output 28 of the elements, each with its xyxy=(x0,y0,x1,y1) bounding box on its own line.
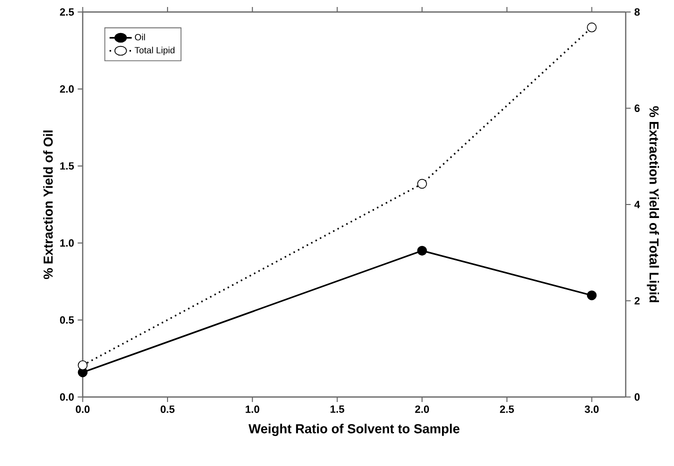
x-tick-label: 3.0 xyxy=(584,406,599,413)
y-tick-label: 1.5 xyxy=(60,162,74,170)
y-tick-label: 2.5 xyxy=(60,8,74,16)
x-tick-label: 0.5 xyxy=(160,406,175,413)
legend-label: Total Lipid xyxy=(134,46,174,56)
x-axis-title: Weight Ratio of Solvent to Sample xyxy=(248,424,460,436)
y-axis-title: % Extraction Yield of Oil xyxy=(43,130,53,280)
y2-tick-label: 0 xyxy=(634,393,640,401)
y-tick-label: 0.0 xyxy=(60,393,74,401)
x-tick-label: 1.0 xyxy=(246,406,260,413)
legend-label: Oil xyxy=(134,34,145,40)
point xyxy=(586,290,597,300)
y2-tick-label: 2 xyxy=(634,297,640,304)
y2-tick-label: 6 xyxy=(634,104,640,112)
y2-tick-label: 4 xyxy=(634,200,640,208)
point xyxy=(417,246,427,256)
y2-axis-title: % Extraction Yield of Total Lipid xyxy=(646,106,660,302)
x-tick-label: 2.0 xyxy=(415,406,429,413)
y-tick-label: 1.0 xyxy=(60,239,74,247)
y2-tick-label: 8 xyxy=(634,8,640,16)
x-tick-label: 1.5 xyxy=(330,406,344,413)
y-tick-label: 0.5 xyxy=(60,316,74,324)
point xyxy=(417,178,427,189)
point xyxy=(78,360,88,370)
x-tick-label: 0.0 xyxy=(76,406,90,413)
y-tick-label: 2.0 xyxy=(60,85,74,93)
point xyxy=(586,22,597,32)
x-tick-label: 2.5 xyxy=(500,406,514,413)
